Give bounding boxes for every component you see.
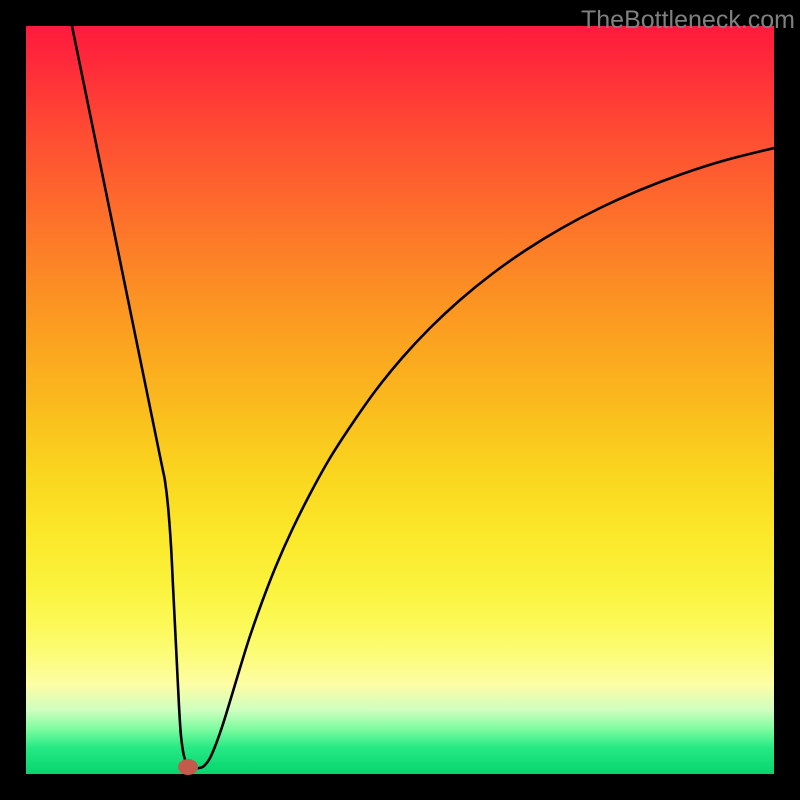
chart-frame: TheBottleneck.com [0,0,800,800]
chart-svg [0,0,800,800]
watermark-text: TheBottleneck.com [581,6,795,35]
minimum-marker [178,759,198,775]
plot-background [26,26,774,774]
